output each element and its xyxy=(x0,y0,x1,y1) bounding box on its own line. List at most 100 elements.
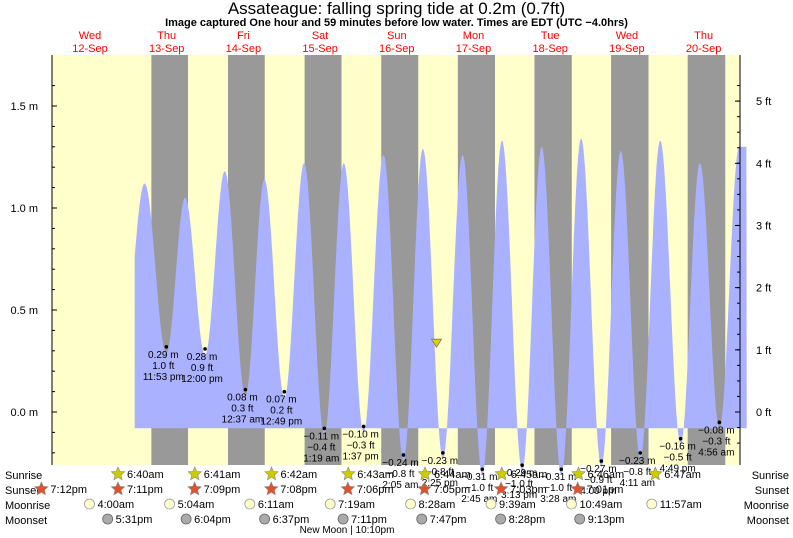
low-tide-label-25-1: −0.8 ft xyxy=(623,467,651,478)
sunrise-icon-3 xyxy=(340,466,356,481)
low-tide-label-19-0: −0.29 m xyxy=(501,468,537,479)
moonrise-icon-0 xyxy=(84,498,95,510)
sunrise-time-0: 6:40am xyxy=(127,469,164,481)
moonrise-time-4: 8:28am xyxy=(419,499,456,511)
sun-moon-table: Sunrise Sunrise Sunset Sunset Moonrise Moonri… xyxy=(5,466,789,536)
row-label-left-1: Sunset xyxy=(5,485,39,497)
sunrise-icon-1 xyxy=(187,466,203,481)
moonrise-time-2: 6:11am xyxy=(258,499,294,511)
tide-curve xyxy=(134,138,747,476)
right-tick-label-4: 1 ft xyxy=(756,345,771,357)
moonrise-time-3: 7:19am xyxy=(338,499,375,511)
low-tide-dot-1 xyxy=(164,345,169,349)
low-tide-label-23-0: −0.27 m xyxy=(580,464,616,475)
tide-area xyxy=(134,138,747,476)
low-tide-label-13-0: −0.24 m xyxy=(382,458,418,469)
sunset-time-6: 7:03pm xyxy=(510,484,547,496)
sunset-icon-4 xyxy=(340,481,356,496)
low-tide-dot-23 xyxy=(599,459,604,463)
low-tide-dot-19 xyxy=(520,463,524,467)
right-tick-label-5: 0 ft xyxy=(756,407,771,419)
moonset-icon-5 xyxy=(495,513,507,525)
low-tide-label-21-2: 3:28 am xyxy=(540,494,576,505)
low-tide-label-9-1: −0.4 ft xyxy=(307,442,335,453)
day-date-3: 15-Sep xyxy=(302,43,337,55)
moonrise-icon-3 xyxy=(324,498,336,510)
low-tide-dot-17 xyxy=(480,467,485,472)
moonset-time-4: 7:47pm xyxy=(430,514,467,526)
moonrise-icon-2 xyxy=(244,498,256,510)
chart-subtitle: Image captured One hour and 59 minutes b… xyxy=(165,17,628,29)
moonset-time-3: 7:11pm xyxy=(351,514,387,526)
row-label-left-0: Sunrise xyxy=(5,470,42,482)
moonrise-icon-4 xyxy=(405,498,416,510)
row-label-right-0: Sunrise xyxy=(752,470,789,482)
low-tide-label-3-1: 0.9 ft xyxy=(191,363,213,374)
low-tide-label-29-2: 4:56 am xyxy=(698,447,734,458)
left-tick-label-2: 0.5 m xyxy=(10,305,38,317)
moonset-icon-6 xyxy=(574,513,586,525)
low-tide-dot-9 xyxy=(322,426,327,431)
low-tide-label-27-1: −0.5 ft xyxy=(664,453,692,464)
row-label-right-2: Moonrise xyxy=(744,500,789,512)
sunrise-time-6: 6:46am xyxy=(588,469,625,481)
right-tick-label-0: 5 ft xyxy=(756,96,771,108)
day-weekday-1: Thu xyxy=(157,30,176,42)
low-tide-label-29-0: −0.08 m xyxy=(698,425,734,436)
low-tide-label-29-1: −0.3 ft xyxy=(702,436,730,447)
sunset-icon-3 xyxy=(263,481,279,496)
right-tick-label-2: 3 ft xyxy=(756,220,771,232)
low-tide-dot-7 xyxy=(282,389,287,394)
day-weekday-7: Wed xyxy=(616,30,638,42)
low-tide-dot-25 xyxy=(638,451,643,455)
sunrise-time-7: 6:47am xyxy=(664,469,701,481)
sunset-icon-5 xyxy=(417,481,432,496)
left-tick-label-3: 0.0 m xyxy=(10,407,38,419)
moonset-time-0: 5:31pm xyxy=(116,514,153,526)
left-tick-label-0: 1.5 m xyxy=(10,101,38,113)
sunset-icon-1 xyxy=(110,481,126,496)
row-label-right-1: Sunset xyxy=(755,485,789,497)
sunrise-time-4: 6:44am xyxy=(434,469,471,481)
day-date-6: 18-Sep xyxy=(532,43,567,55)
low-tide-label-15-0: −0.23 m xyxy=(422,456,458,467)
row-label-left-3: Moonset xyxy=(5,515,47,527)
sunset-icon-7 xyxy=(570,481,586,496)
sunrise-time-5: 6:45am xyxy=(511,469,548,481)
low-tide-label-11-0: −0.10 m xyxy=(342,429,378,440)
moonset-time-1: 6:04pm xyxy=(194,514,231,526)
moon-phase-label: New Moon | 10:10pm xyxy=(300,525,395,536)
low-tide-label-11-2: 1:37 pm xyxy=(343,451,379,462)
day-weekday-0: Wed xyxy=(79,30,101,42)
low-tide-dot-27 xyxy=(678,436,683,441)
low-tide-label-9-0: −0.11 m xyxy=(303,431,339,442)
low-tide-label-11-1: −0.3 ft xyxy=(347,440,375,451)
moonset-icon-2 xyxy=(259,513,270,525)
low-tide-label-1-0: 0.29 m xyxy=(148,350,179,361)
low-tide-dot-11 xyxy=(361,424,366,429)
moonrise-icon-5 xyxy=(485,498,497,510)
sunrise-time-3: 6:43am xyxy=(357,469,394,481)
chart-title: Assateague: falling spring tide at 0.2m … xyxy=(227,0,566,18)
moonset-time-2: 6:37pm xyxy=(273,514,310,526)
low-tide-label-9-2: 1:19 am xyxy=(303,453,339,464)
sunrise-time-1: 6:41am xyxy=(204,469,241,481)
day-weekday-6: Tue xyxy=(541,30,560,42)
moonrise-time-5: 9:39am xyxy=(499,499,536,511)
day-weekday-3: Sat xyxy=(312,30,329,42)
sunset-time-1: 7:11pm xyxy=(127,484,163,496)
day-date-1: 13-Sep xyxy=(149,43,184,55)
left-tick-label-1: 1.0 m xyxy=(10,203,38,215)
moonrise-icon-1 xyxy=(164,498,175,510)
low-tide-dot-5 xyxy=(243,387,248,392)
moonrise-time-0: 4:00am xyxy=(97,499,134,511)
low-tide-dot-15 xyxy=(441,451,445,455)
low-tide-label-19-1: −1.0 ft xyxy=(505,479,533,490)
date-header: Wed12-SepThu13-SepFri14-SepSat15-SepSun1… xyxy=(72,30,721,55)
low-tide-dot-21 xyxy=(559,467,564,472)
moonset-icon-4 xyxy=(416,513,428,525)
low-tide-label-1-1: 1.0 ft xyxy=(152,361,174,372)
low-tide-label-13-2: 2:05 am xyxy=(382,480,418,491)
